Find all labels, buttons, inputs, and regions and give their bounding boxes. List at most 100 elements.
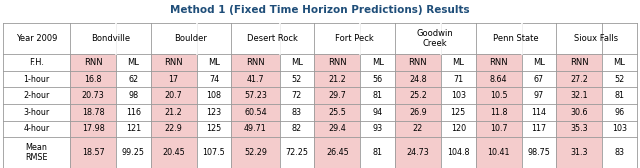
Text: 35.3: 35.3 [570, 124, 588, 133]
Text: 4-hour: 4-hour [24, 124, 50, 133]
Text: Desert Rock: Desert Rock [247, 34, 298, 43]
Bar [196, 137, 231, 168]
Text: Sioux Falls: Sioux Falls [575, 34, 618, 43]
Bar [602, 121, 637, 137]
Bar [116, 88, 150, 104]
Text: 24.8: 24.8 [409, 75, 427, 84]
Bar [441, 71, 476, 88]
Text: RNN: RNN [408, 58, 428, 67]
Text: 72: 72 [292, 91, 302, 100]
Text: 8.64: 8.64 [490, 75, 508, 84]
Bar [3, 137, 70, 168]
Bar [280, 54, 314, 71]
Text: 18.78: 18.78 [82, 108, 104, 117]
Text: ML: ML [208, 58, 220, 67]
Text: 83: 83 [614, 148, 625, 157]
Bar [150, 54, 196, 71]
Text: ML: ML [291, 58, 303, 67]
Bar [556, 137, 602, 168]
Text: 2-hour: 2-hour [24, 91, 50, 100]
Text: Year 2009: Year 2009 [16, 34, 58, 43]
Bar [3, 23, 637, 54]
Bar [476, 88, 522, 104]
Bar [280, 71, 314, 88]
Text: 125: 125 [451, 108, 466, 117]
Text: 26.9: 26.9 [409, 108, 427, 117]
Text: ML: ML [614, 58, 625, 67]
Text: 71: 71 [453, 75, 463, 84]
Bar [360, 71, 395, 88]
Text: 98: 98 [128, 91, 138, 100]
Bar [3, 104, 70, 121]
Text: 52: 52 [292, 75, 302, 84]
Text: 22.9: 22.9 [164, 124, 182, 133]
Text: 60.54: 60.54 [244, 108, 267, 117]
Bar [556, 104, 602, 121]
Bar [314, 54, 360, 71]
Text: 25.2: 25.2 [409, 91, 427, 100]
Bar [70, 121, 116, 137]
Bar [476, 137, 522, 168]
Bar [196, 54, 231, 71]
Bar [441, 88, 476, 104]
Bar [602, 137, 637, 168]
Text: 31.3: 31.3 [570, 148, 588, 157]
Bar [314, 121, 360, 137]
Text: 103: 103 [612, 124, 627, 133]
Bar [116, 71, 150, 88]
Bar [602, 54, 637, 71]
Bar [395, 121, 441, 137]
Text: 16.8: 16.8 [84, 75, 102, 84]
Text: 10.41: 10.41 [487, 148, 510, 157]
Text: 29.7: 29.7 [328, 91, 346, 100]
Text: 11.8: 11.8 [490, 108, 508, 117]
Text: 94: 94 [372, 108, 383, 117]
Text: 24.73: 24.73 [406, 148, 429, 157]
Bar [150, 71, 196, 88]
Bar [522, 121, 556, 137]
Bar [116, 54, 150, 71]
Text: ML: ML [452, 58, 464, 67]
Text: 21.2: 21.2 [165, 108, 182, 117]
Text: 57.23: 57.23 [244, 91, 267, 100]
Text: 3-hour: 3-hour [24, 108, 50, 117]
Bar [522, 137, 556, 168]
Text: 93: 93 [372, 124, 383, 133]
Text: 108: 108 [207, 91, 221, 100]
Bar [70, 71, 116, 88]
Bar [70, 88, 116, 104]
Text: 125: 125 [206, 124, 221, 133]
Text: 29.4: 29.4 [328, 124, 346, 133]
Text: 81: 81 [614, 91, 625, 100]
Bar [3, 121, 70, 137]
Text: 114: 114 [531, 108, 547, 117]
Bar [556, 71, 602, 88]
Text: 120: 120 [451, 124, 466, 133]
Bar [116, 137, 150, 168]
Bar [522, 71, 556, 88]
Text: RNN: RNN [489, 58, 508, 67]
Text: 56: 56 [372, 75, 383, 84]
Text: 107.5: 107.5 [203, 148, 225, 157]
Bar [231, 71, 280, 88]
Text: 1-hour: 1-hour [24, 75, 50, 84]
Bar [150, 88, 196, 104]
Bar [395, 54, 441, 71]
Text: 83: 83 [292, 108, 302, 117]
Bar [196, 71, 231, 88]
Bar [196, 104, 231, 121]
Bar [231, 104, 280, 121]
Text: 17.98: 17.98 [82, 124, 104, 133]
Text: 103: 103 [451, 91, 466, 100]
Text: 20.7: 20.7 [165, 91, 182, 100]
Text: Goodwin
Creek: Goodwin Creek [417, 29, 454, 48]
Text: 10.5: 10.5 [490, 91, 508, 100]
Bar [476, 121, 522, 137]
Text: ML: ML [127, 58, 140, 67]
Text: Mean
RMSE: Mean RMSE [26, 143, 48, 162]
Text: 116: 116 [126, 108, 141, 117]
Bar [314, 71, 360, 88]
Text: 62: 62 [128, 75, 138, 84]
Bar [116, 121, 150, 137]
Bar [280, 88, 314, 104]
